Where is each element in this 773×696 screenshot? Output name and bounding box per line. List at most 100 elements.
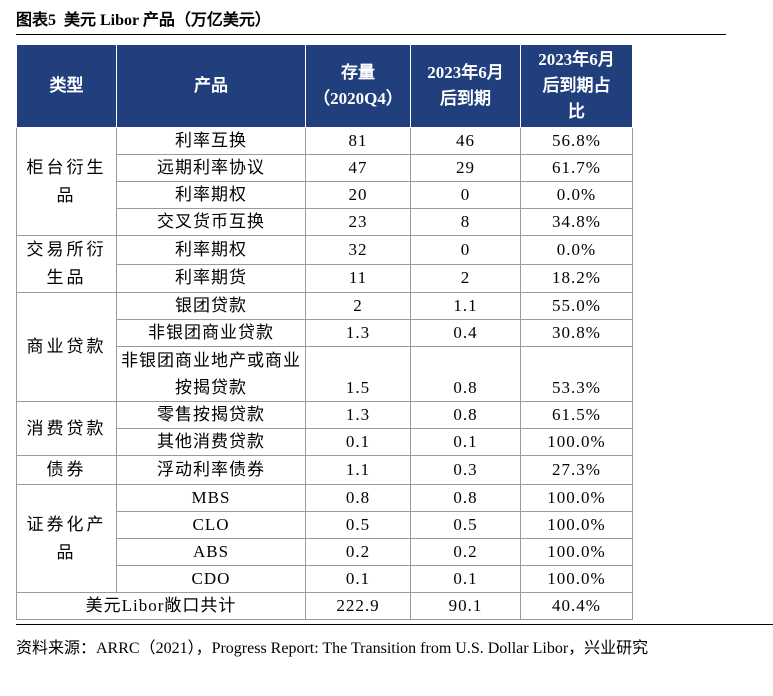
value-cell: 100.0% [520,428,633,456]
product-cell: 零售按揭贷款 [116,401,306,429]
value-cell: 23 [305,208,411,236]
value-cell: 53.3% [520,346,633,402]
value-cell: 0.5 [410,511,521,539]
value-cell: 100.0% [520,538,633,566]
header-row: 类型 产品 存量 （2020Q4） 2023年6月 后到期 2023年6月 后到期占 比 [16,44,633,128]
type-cell: 债券 [16,455,117,485]
value-cell: 0.3 [410,455,521,485]
product-cell: 非银团商业贷款 [116,319,306,347]
value-cell: 61.7% [520,154,633,182]
value-cell: 100.0% [520,511,633,539]
value-cell: 0.8 [305,484,411,512]
value-cell: 27.3% [520,455,633,485]
table-row: 非银团商业贷款 1.3 0.4 30.8% [17,319,633,347]
total-value: 222.9 [305,592,411,620]
table-row: 柜台衍生品 利率互换 81 46 56.8% [16,127,633,236]
value-cell: 61.5% [520,401,633,429]
value-cell: 2 [305,292,411,320]
table-row: 债券 浮动利率债券 1.1 0.3 27.3% [16,455,633,485]
value-cell: 1.5 [305,346,411,402]
total-label: 美元Libor敞口共计 [16,592,306,620]
table-row: 证券化产品 MBS 0.8 0.8 100.0% [16,484,633,593]
product-cell: 银团贷款 [116,292,306,320]
total-value: 40.4% [520,592,633,620]
product-cell: 利率期货 [116,263,306,293]
value-cell: 8 [410,208,521,236]
source-note: 资料来源：ARRC（2021），Progress Report: The Tra… [16,640,649,657]
table-row: 非银团商业地产或商业按揭贷款 1.5 0.8 53.3% [17,346,633,402]
type-cell: 证券化产品 [16,484,117,593]
value-cell: 100.0% [520,484,633,512]
column-header: 存量 （2020Q4） [305,44,411,128]
value-cell: 56.8% [520,127,633,155]
value-cell: 0.2 [305,538,411,566]
table-row: 消费贷款 零售按揭贷款 1.3 0.8 61.5% [16,401,633,456]
table-row: 利率期权 20 0 0.0% [17,181,633,209]
value-cell: 0.1 [410,565,521,593]
product-cell: 利率期权 [116,235,306,265]
table-row: 远期利率协议 47 29 61.7% [17,154,633,182]
rule [16,34,726,35]
value-cell: 0 [410,181,521,209]
table-row: 交叉货币互换 23 8 34.8% [17,208,633,236]
value-cell: 81 [305,127,411,155]
value-cell: 34.8% [520,208,633,236]
table-row: ABS 0.2 0.2 100.0% [17,538,633,566]
value-cell: 0.0% [520,181,633,209]
value-cell: 11 [305,263,411,293]
product-cell: 其他消费贷款 [116,428,306,456]
data-table: 类型 产品 存量 （2020Q4） 2023年6月 后到期 2023年6月 后到期占 比… [16,44,633,620]
value-cell: 0.8 [410,401,521,429]
value-cell: 0.0% [520,235,633,265]
value-cell: 100.0% [520,565,633,593]
value-cell: 20 [305,181,411,209]
product-cell: 非银团商业地产或商业按揭贷款 [116,346,306,402]
product-cell: 浮动利率债券 [116,455,306,485]
column-header: 类型 [16,44,117,128]
total-value: 90.1 [410,592,521,620]
value-cell: 30.8% [520,319,633,347]
column-header: 产品 [116,44,306,128]
total-row: 美元Libor敞口共计 222.9 90.1 40.4% [16,592,633,620]
column-header: 2023年6月 后到期占 比 [520,44,633,128]
value-cell: 1.3 [305,319,411,347]
product-cell: 利率互换 [116,127,306,155]
value-cell: 46 [410,127,521,155]
type-cell: 消费贷款 [16,401,117,456]
value-cell: 1.1 [410,292,521,320]
product-cell: 交叉货币互换 [116,208,306,236]
product-cell: MBS [116,484,306,512]
product-cell: 远期利率协议 [116,154,306,182]
value-cell: 0.1 [305,565,411,593]
type-cell: 柜台衍生品 [16,127,117,236]
table-row: 交易所衍生品 利率期权 32 0 0.0% [16,235,633,293]
value-cell: 55.0% [520,292,633,320]
value-cell: 0.8 [410,484,521,512]
value-cell: 32 [305,235,411,265]
value-cell: 0.8 [410,346,521,402]
column-header: 2023年6月 后到期 [410,44,521,128]
table-row: 商业贷款 银团贷款 2 1.1 55.0% [16,292,633,402]
value-cell: 0.4 [410,319,521,347]
product-cell: ABS [116,538,306,566]
type-cell: 交易所衍生品 [16,235,117,293]
value-cell: 1.1 [305,455,411,485]
value-cell: 29 [410,154,521,182]
value-cell: 0.5 [305,511,411,539]
table-row: CLO 0.5 0.5 100.0% [17,511,633,539]
table-body: 柜台衍生品 利率互换 81 46 56.8% 远期利率协议 47 29 61.7% 利率期权 20 0… [16,127,633,620]
figure-title: 图表5 美元 Libor 产品（万亿美元） [16,12,271,29]
value-cell: 18.2% [520,263,633,293]
value-cell: 2 [410,263,521,293]
value-cell: 0 [410,235,521,265]
product-cell: 利率期权 [116,181,306,209]
type-cell: 商业贷款 [16,292,117,402]
product-cell: CDO [116,565,306,593]
value-cell: 1.3 [305,401,411,429]
value-cell: 0.1 [410,428,521,456]
product-cell: CLO [116,511,306,539]
value-cell: 47 [305,154,411,182]
value-cell: 0.2 [410,538,521,566]
value-cell: 0.1 [305,428,411,456]
